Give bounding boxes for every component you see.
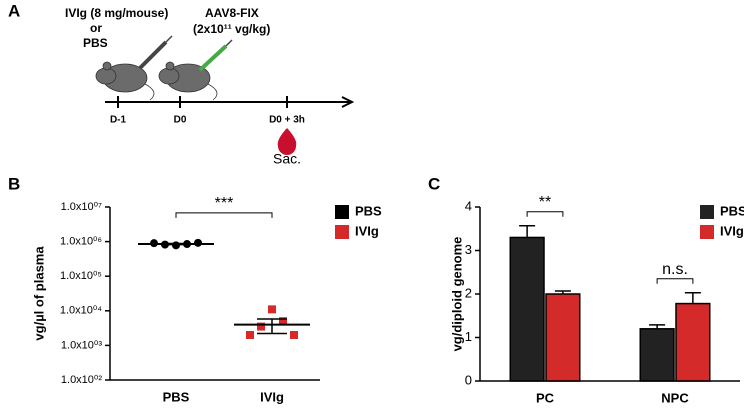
panel-label: A bbox=[8, 1, 20, 20]
legend-label: IVIg bbox=[355, 223, 379, 238]
y-tick-label: 1.0x10⁰⁴ bbox=[60, 305, 102, 317]
point bbox=[172, 241, 180, 250]
bar bbox=[509, 236, 545, 382]
y-tick-label: 0 bbox=[465, 372, 472, 387]
significance-label: *** bbox=[215, 195, 234, 212]
endpoint: Sac. bbox=[273, 151, 301, 167]
bar bbox=[675, 302, 711, 382]
legend-swatch bbox=[700, 205, 714, 219]
point bbox=[279, 317, 287, 326]
y-tick-label: 1.0x10⁰⁵ bbox=[60, 270, 102, 282]
legend-label: PBS bbox=[355, 203, 382, 218]
panel-label: C bbox=[428, 174, 440, 193]
y-axis-label: vg/µl of plasma bbox=[31, 246, 46, 341]
error-bar bbox=[649, 324, 666, 329]
y-tick-label: 1.0x10⁰³ bbox=[61, 339, 102, 351]
error-bar bbox=[257, 318, 287, 335]
legend-swatch bbox=[700, 225, 714, 239]
dose: (2x10¹¹ vg/kg) bbox=[193, 22, 270, 36]
point bbox=[257, 322, 265, 331]
x-tick-label: IVIg bbox=[260, 389, 284, 404]
y-tick-label: 3 bbox=[465, 242, 472, 257]
y-tick-label: 1.0x10⁰² bbox=[61, 374, 102, 386]
legend-label: PBS bbox=[720, 203, 744, 218]
timepoint: D0 + 3h bbox=[269, 115, 305, 126]
error-bar bbox=[161, 242, 191, 246]
legend-swatch bbox=[335, 225, 349, 239]
y-tick-label: 1.0x10⁰⁷ bbox=[61, 201, 102, 213]
x-tick-label: NPC bbox=[661, 390, 689, 405]
mouse-illustrations bbox=[95, 35, 233, 101]
legend-swatch bbox=[335, 205, 349, 219]
treatment: IVIg (8 mg/mouse) bbox=[65, 6, 168, 20]
significance-bracket bbox=[656, 278, 694, 284]
significance-bracket bbox=[175, 212, 273, 218]
y-tick-label: 1.0x10⁰⁶ bbox=[60, 236, 102, 248]
x-tick-label: PBS bbox=[163, 389, 190, 404]
y-tick-label: 4 bbox=[465, 198, 472, 213]
y-tick-label: 2 bbox=[465, 285, 472, 300]
control: PBS bbox=[83, 36, 108, 50]
error-bar bbox=[554, 290, 571, 294]
blood-drop bbox=[277, 128, 297, 155]
bar bbox=[639, 328, 675, 382]
point bbox=[290, 330, 298, 339]
y-tick-label: 1 bbox=[465, 329, 472, 344]
error-bar bbox=[684, 291, 701, 304]
significance-bracket bbox=[526, 211, 564, 217]
y-axis-label: vg/diploid genome bbox=[449, 237, 464, 352]
point bbox=[246, 330, 254, 339]
timepoint: D-1 bbox=[110, 115, 127, 126]
x-tick-label: PC bbox=[536, 390, 555, 405]
significance-label: n.s. bbox=[662, 261, 688, 278]
timeline bbox=[105, 96, 355, 108]
bar bbox=[545, 293, 581, 382]
panel-label: B bbox=[8, 174, 20, 193]
timepoint: D0 bbox=[174, 115, 187, 126]
or-text: or bbox=[90, 21, 102, 35]
significance-label: ** bbox=[539, 194, 551, 211]
point bbox=[268, 305, 276, 314]
error-bar bbox=[519, 224, 536, 238]
legend-label: IVIg bbox=[720, 223, 744, 238]
vector: AAV8-FIX bbox=[205, 6, 259, 20]
point bbox=[194, 238, 202, 247]
